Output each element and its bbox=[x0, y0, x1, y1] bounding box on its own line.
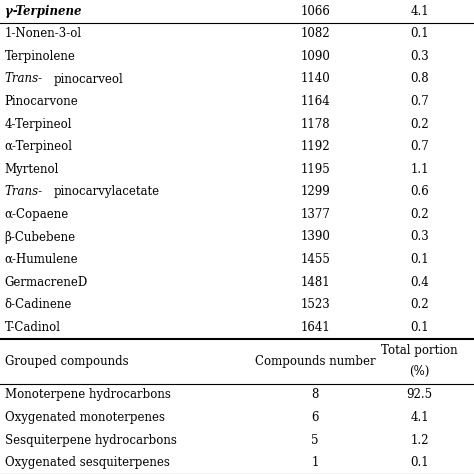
Text: 1377: 1377 bbox=[300, 208, 330, 221]
Text: 1192: 1192 bbox=[301, 140, 330, 153]
Text: Trans-: Trans- bbox=[5, 185, 43, 198]
Text: Monoterpene hydrocarbons: Monoterpene hydrocarbons bbox=[5, 389, 171, 401]
Text: 1178: 1178 bbox=[301, 118, 330, 131]
Text: 1090: 1090 bbox=[300, 50, 330, 63]
Text: 0.1: 0.1 bbox=[410, 27, 429, 40]
Text: α-Terpineol: α-Terpineol bbox=[5, 140, 73, 153]
Text: 1164: 1164 bbox=[301, 95, 330, 108]
Text: 1641: 1641 bbox=[301, 321, 330, 334]
Text: Terpinolene: Terpinolene bbox=[5, 50, 76, 63]
Text: 0.2: 0.2 bbox=[410, 298, 429, 311]
Text: δ-Cadinene: δ-Cadinene bbox=[5, 298, 72, 311]
Text: 1-Nonen-3-ol: 1-Nonen-3-ol bbox=[5, 27, 82, 40]
Text: 1140: 1140 bbox=[301, 73, 330, 85]
Text: 0.1: 0.1 bbox=[410, 456, 429, 469]
Text: 0.7: 0.7 bbox=[410, 95, 429, 108]
Text: 0.6: 0.6 bbox=[410, 185, 429, 198]
Text: Oxygenated sesquiterpenes: Oxygenated sesquiterpenes bbox=[5, 456, 170, 469]
Text: Pinocarvone: Pinocarvone bbox=[5, 95, 79, 108]
Text: pinocarveol: pinocarveol bbox=[54, 73, 124, 85]
Text: 0.8: 0.8 bbox=[410, 73, 429, 85]
Text: 4.1: 4.1 bbox=[410, 5, 429, 18]
Text: 0.3: 0.3 bbox=[410, 230, 429, 244]
Text: 6: 6 bbox=[311, 411, 319, 424]
Text: Sesquiterpene hydrocarbons: Sesquiterpene hydrocarbons bbox=[5, 434, 177, 447]
Text: Total portion: Total portion bbox=[381, 345, 458, 357]
Text: 0.3: 0.3 bbox=[410, 50, 429, 63]
Text: Oxygenated monoterpenes: Oxygenated monoterpenes bbox=[5, 411, 165, 424]
Text: 1066: 1066 bbox=[300, 5, 330, 18]
Text: 5: 5 bbox=[311, 434, 319, 447]
Text: 1299: 1299 bbox=[301, 185, 330, 198]
Text: 0.7: 0.7 bbox=[410, 140, 429, 153]
Text: 0.1: 0.1 bbox=[410, 253, 429, 266]
Text: 1: 1 bbox=[311, 456, 319, 469]
Text: 4-Terpineol: 4-Terpineol bbox=[5, 118, 72, 131]
Text: 1523: 1523 bbox=[301, 298, 330, 311]
Text: 0.2: 0.2 bbox=[410, 208, 429, 221]
Text: 1.1: 1.1 bbox=[410, 163, 429, 176]
Text: 1082: 1082 bbox=[301, 27, 330, 40]
Text: 8: 8 bbox=[311, 389, 319, 401]
Text: α-Copaene: α-Copaene bbox=[5, 208, 69, 221]
Text: γ-Terpinene: γ-Terpinene bbox=[5, 5, 81, 18]
Text: 92.5: 92.5 bbox=[406, 389, 433, 401]
Text: 1390: 1390 bbox=[300, 230, 330, 244]
Text: Myrtenol: Myrtenol bbox=[5, 163, 59, 176]
Text: β-Cubebene: β-Cubebene bbox=[5, 230, 76, 244]
Text: 1481: 1481 bbox=[301, 276, 330, 289]
Text: 1195: 1195 bbox=[301, 163, 330, 176]
Text: T-Cadinol: T-Cadinol bbox=[5, 321, 61, 334]
Text: α-Humulene: α-Humulene bbox=[5, 253, 78, 266]
Text: Grouped compounds: Grouped compounds bbox=[5, 355, 128, 368]
Text: 0.4: 0.4 bbox=[410, 276, 429, 289]
Text: (%): (%) bbox=[410, 365, 429, 378]
Text: Compounds number: Compounds number bbox=[255, 355, 375, 368]
Text: 1.2: 1.2 bbox=[410, 434, 429, 447]
Text: 1455: 1455 bbox=[300, 253, 330, 266]
Text: pinocarvylacetate: pinocarvylacetate bbox=[54, 185, 160, 198]
Text: 4.1: 4.1 bbox=[410, 411, 429, 424]
Text: 0.1: 0.1 bbox=[410, 321, 429, 334]
Text: Trans-: Trans- bbox=[5, 73, 43, 85]
Text: 0.2: 0.2 bbox=[410, 118, 429, 131]
Text: GermacreneD: GermacreneD bbox=[5, 276, 88, 289]
